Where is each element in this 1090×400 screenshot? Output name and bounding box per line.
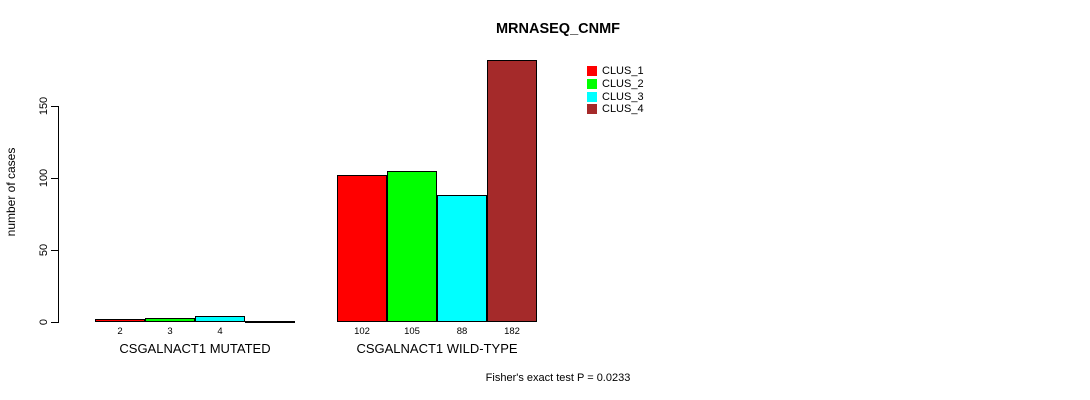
y-axis-tick-label: 50: [38, 243, 50, 257]
y-axis-tick: [51, 322, 58, 323]
y-axis-line: [58, 106, 59, 323]
y-axis-tick-label: 0: [38, 318, 50, 326]
bar-count-label: 102: [354, 326, 370, 337]
y-axis-tick: [51, 178, 58, 179]
bar-count-label: 105: [404, 326, 420, 337]
legend-item-clus_3: CLUS_3: [587, 91, 644, 103]
bar-clus_4-mutated: [245, 321, 295, 323]
bar-count-label: 182: [504, 326, 520, 337]
bar-count-label: 2: [117, 326, 123, 337]
bar-clus_2-wild-type: [387, 171, 437, 322]
y-axis-tick: [51, 106, 58, 107]
legend-label: CLUS_3: [602, 91, 644, 103]
bar-clus_1-mutated: [95, 319, 145, 322]
bar-clus_4-wild-type: [487, 60, 537, 322]
bar-count-label: 88: [456, 326, 468, 337]
y-axis-tick-label: 150: [38, 96, 50, 116]
y-axis-tick: [51, 250, 58, 251]
x-group-label: CSGALNACT1 MUTATED: [119, 341, 271, 356]
x-group-label: CSGALNACT1 WILD-TYPE: [356, 341, 518, 356]
fisher-test-annotation: Fisher's exact test P = 0.0233: [485, 372, 631, 384]
y-axis-label: number of cases: [4, 147, 18, 237]
chart-title: MRNASEQ_CNMF: [495, 21, 621, 37]
legend-label: CLUS_4: [602, 103, 644, 115]
legend-label: CLUS_2: [602, 78, 644, 90]
legend-item-clus_4: CLUS_4: [587, 103, 644, 115]
legend-swatch-clus_3: [587, 92, 597, 102]
legend-item-clus_1: CLUS_1: [587, 65, 644, 77]
bar-count-label: 3: [167, 326, 173, 337]
legend-item-clus_2: CLUS_2: [587, 78, 644, 90]
y-axis-tick-label: 100: [38, 168, 50, 188]
bar-clus_2-mutated: [145, 318, 195, 322]
bar-clus_1-wild-type: [337, 175, 387, 322]
bar-count-label: 4: [217, 326, 223, 337]
legend-swatch-clus_1: [587, 66, 597, 76]
legend-swatch-clus_4: [587, 104, 597, 114]
legend-swatch-clus_2: [587, 79, 597, 89]
bar-clus_3-mutated: [195, 316, 245, 322]
bar-clus_3-wild-type: [437, 195, 487, 322]
legend-label: CLUS_1: [602, 65, 644, 77]
